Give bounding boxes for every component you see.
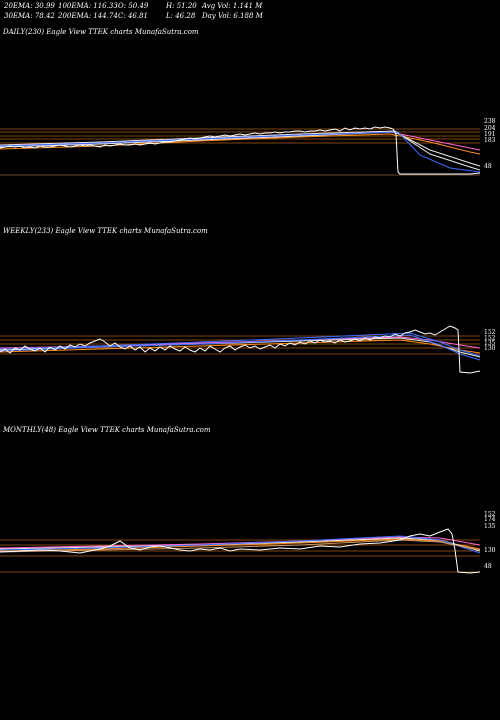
header-stat: L: 46.28 <box>166 12 196 20</box>
axis-label: 152 <box>484 335 496 342</box>
panel-title: DAILY(230) Eagle View TTEK charts Munafa… <box>2 28 199 36</box>
axis-label: 238 <box>484 118 496 125</box>
axis-label: 135 <box>484 340 496 347</box>
axis-label: 152 <box>484 329 496 336</box>
header-stat: 200EMA: 144.74 <box>58 12 118 20</box>
header-stat: Day Vol: 6.188 M <box>202 12 263 20</box>
panel-title: MONTHLY(48) Eagle View TTEK charts Munaf… <box>2 426 211 434</box>
price-line <box>0 528 481 574</box>
moving-average-line <box>0 131 481 173</box>
panel-title: WEEKLY(233) Eagle View TTEK charts Munaf… <box>3 227 208 235</box>
axis-label: 183 <box>484 137 496 144</box>
axis-label: 191 <box>484 131 495 138</box>
axis-label: 174 <box>484 516 496 523</box>
moving-average-line <box>0 130 481 171</box>
moving-average-line <box>0 334 481 361</box>
axis-label: 135 <box>484 523 496 530</box>
axis-label: 48 <box>484 163 492 170</box>
header-stat: H: 51.20 <box>166 2 197 10</box>
moving-average-line <box>0 332 481 357</box>
header-stat: Avg Vol: 1.141 M <box>202 2 263 10</box>
price-line <box>0 126 481 175</box>
axis-label: 48 <box>484 563 492 570</box>
header-stat: 100EMA: 116.33 <box>58 2 118 10</box>
header-stat: 20EMA: 30.99 <box>4 2 55 10</box>
header-stat: 30EMA: 78.42 <box>4 12 55 20</box>
price-line <box>0 325 481 374</box>
axis-label: 130 <box>484 547 496 554</box>
axis-label: 130 <box>484 345 496 352</box>
moving-average-line <box>0 539 481 553</box>
axis-label: 152 <box>484 511 496 518</box>
moving-average-line <box>0 535 481 554</box>
axis-label: 204 <box>484 125 496 132</box>
header-stat: C: 46.81 <box>118 12 148 20</box>
header-stat: O: 50.49 <box>118 2 149 10</box>
